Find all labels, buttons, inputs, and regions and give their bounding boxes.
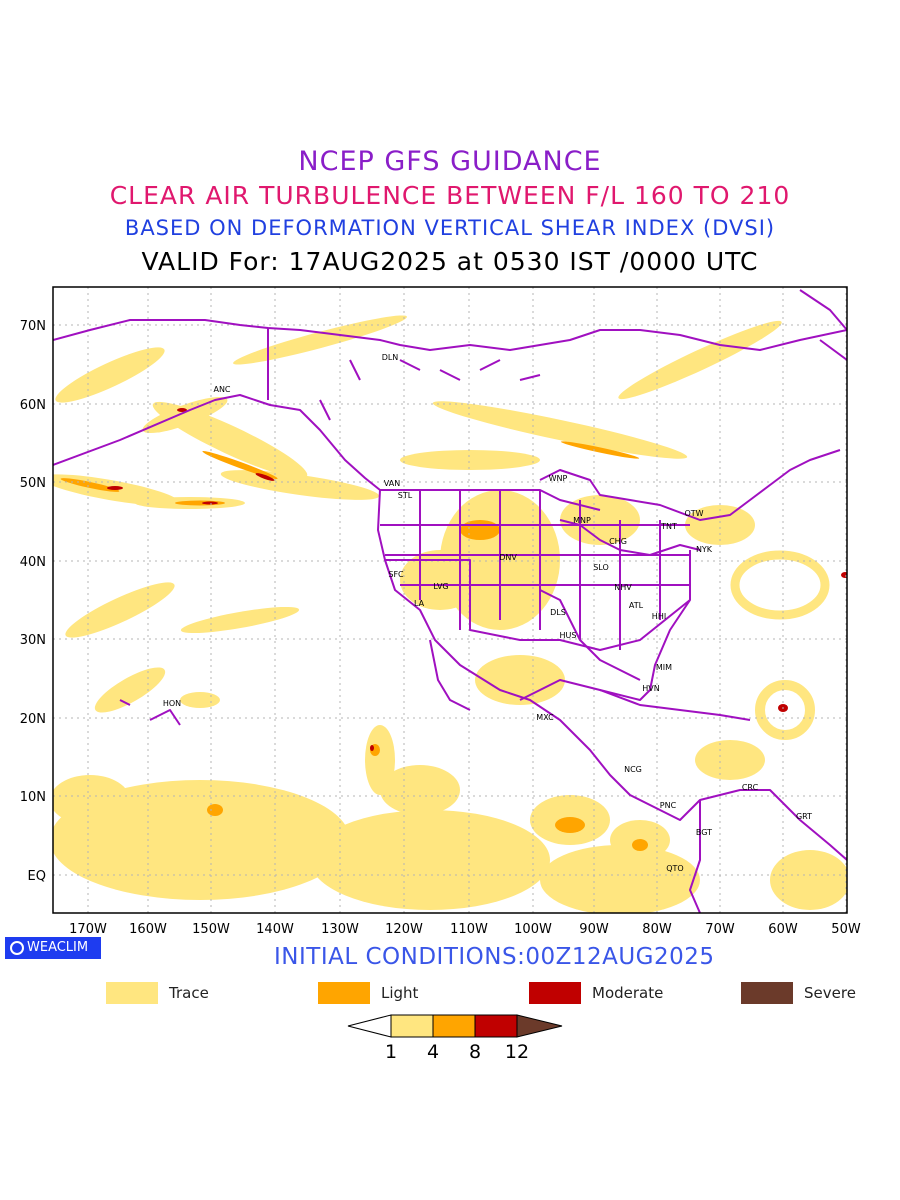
- lat-label: 60N: [20, 398, 46, 413]
- turbulence-trace-areas: [53, 315, 847, 913]
- lon-label: 70W: [705, 922, 735, 937]
- lat-label: 10N: [20, 790, 46, 805]
- weaclim-logo: WEACLIM: [5, 937, 101, 959]
- legend-swatch-trace: [106, 982, 158, 1004]
- lon-label: 90W: [579, 922, 609, 937]
- logo-text: WEACLIM: [27, 940, 89, 955]
- legend-label-trace: Trace: [169, 984, 209, 1002]
- station-label: PNC: [660, 801, 677, 810]
- lon-label: 60W: [768, 922, 798, 937]
- station-label: CHG: [609, 537, 627, 546]
- station-label: ATL: [629, 601, 644, 610]
- station-label: CRC: [742, 783, 759, 792]
- lat-label: 20N: [20, 712, 46, 727]
- station-label: MNP: [573, 516, 591, 525]
- map-frame: [52, 286, 848, 914]
- title-method: BASED ON DEFORMATION VERTICAL SHEAR INDE…: [124, 216, 776, 240]
- station-label: LVG: [433, 582, 448, 591]
- coastlines: [53, 289, 847, 913]
- station-label: DLN: [382, 353, 399, 362]
- legend-swatch-severe: [741, 982, 793, 1004]
- station-label: DNV: [499, 553, 517, 562]
- lat-label: EQ: [28, 869, 46, 884]
- legend-label-moderate: Moderate: [592, 984, 664, 1002]
- logo-ring-icon: [10, 941, 24, 955]
- station-label: HON: [163, 699, 181, 708]
- lon-label: 100W: [514, 922, 552, 937]
- station-label: SLO: [593, 563, 609, 572]
- lat-label: 40N: [20, 555, 46, 570]
- station-label: GRT: [796, 812, 812, 821]
- legend-label-light: Light: [381, 984, 419, 1002]
- station-label: MIM: [656, 663, 672, 672]
- station-label: HHI: [652, 612, 666, 621]
- station-label: HVN: [642, 684, 659, 693]
- lon-label: 110W: [450, 922, 488, 937]
- station-label: TNT: [660, 522, 677, 531]
- lon-label: 120W: [385, 922, 423, 937]
- station-label: OTW: [684, 509, 703, 518]
- lon-label: 150W: [192, 922, 230, 937]
- station-label: QTO: [666, 864, 683, 873]
- lon-label: 80W: [642, 922, 672, 937]
- title-valid-time: VALID For: 17AUG2025 at 0530 IST /0000 U…: [141, 247, 759, 276]
- initial-conditions: INITIAL CONDITIONS:00Z12AUG2025: [274, 944, 715, 970]
- title-model: NCEP GFS GUIDANCE: [298, 146, 602, 177]
- station-label: HUS: [560, 631, 577, 640]
- station-label: ANC: [213, 385, 230, 394]
- station-label: WNP: [549, 474, 568, 483]
- station-label: STL: [398, 491, 413, 500]
- lat-label: 70N: [20, 319, 46, 334]
- legend-swatch-moderate: [529, 982, 581, 1004]
- legend-swatch-light: [318, 982, 370, 1004]
- title-product: CLEAR AIR TURBULENCE BETWEEN F/L 160 TO …: [109, 181, 791, 210]
- lon-label: 160W: [129, 922, 167, 937]
- station-label: NCG: [624, 765, 642, 774]
- lat-label: 30N: [20, 633, 46, 648]
- station-label: SFC: [388, 570, 404, 579]
- lon-label: 50W: [831, 922, 861, 937]
- lat-label: 50N: [20, 476, 46, 491]
- station-label: NYK: [696, 545, 713, 554]
- lon-label: 130W: [321, 922, 359, 937]
- station-label: BGT: [696, 828, 712, 837]
- station-label: NHV: [614, 583, 632, 592]
- legend-label-severe: Severe: [804, 984, 856, 1002]
- lon-label: 140W: [256, 922, 294, 937]
- station-label: LA: [414, 599, 425, 608]
- lon-label: 170W: [69, 922, 107, 937]
- station-label: DLS: [550, 608, 566, 617]
- station-label: MXC: [536, 713, 554, 722]
- station-label: VAN: [384, 479, 400, 488]
